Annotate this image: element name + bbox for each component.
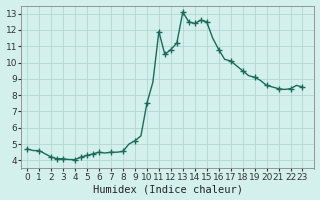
- X-axis label: Humidex (Indice chaleur): Humidex (Indice chaleur): [93, 184, 243, 194]
